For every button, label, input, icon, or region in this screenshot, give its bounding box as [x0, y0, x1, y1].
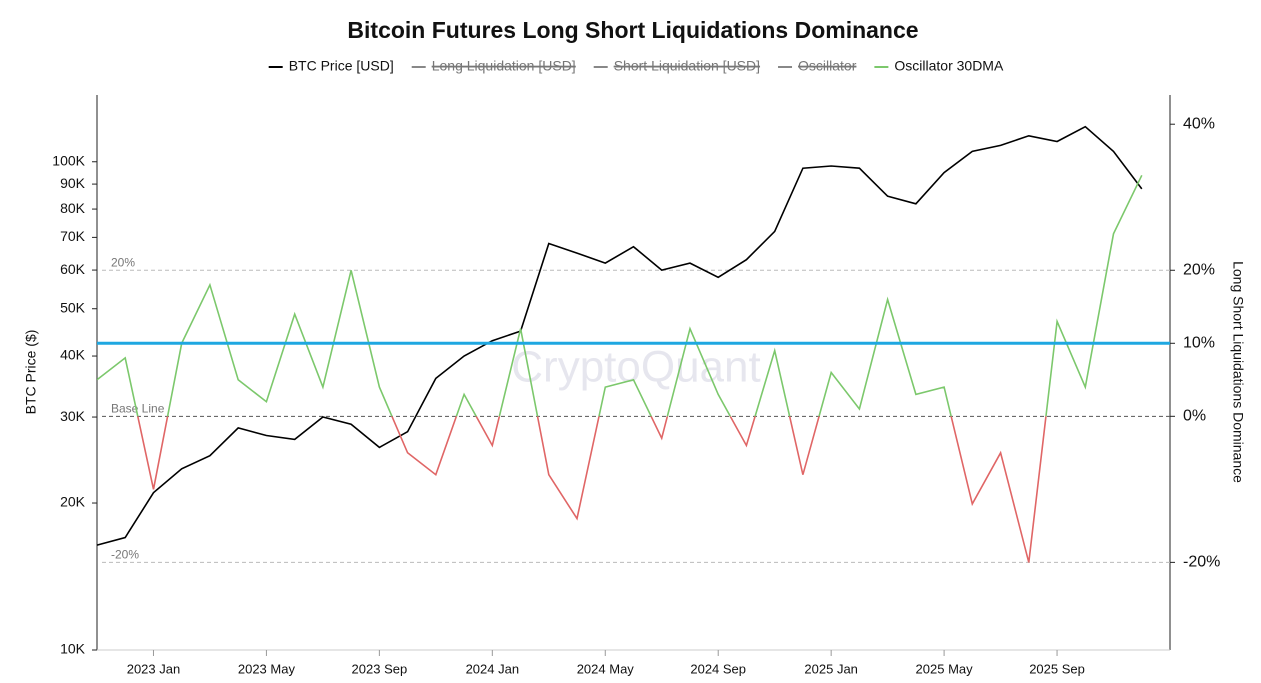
- y-tick-label: 30K: [60, 408, 86, 424]
- x-tick-label: 2024 Sep: [690, 661, 746, 676]
- legend-label: BTC Price [USD]: [289, 58, 394, 74]
- y2-axis-title: Long Short Liquidations Dominance: [1230, 261, 1246, 483]
- y2-tick-label: 20%: [1183, 261, 1215, 278]
- x-tick-label: 2025 May: [916, 661, 974, 676]
- y-tick-label: 80K: [60, 200, 86, 216]
- x-tick-label: 2025 Sep: [1029, 661, 1085, 676]
- legend-label: Oscillator: [798, 58, 857, 74]
- reference-label: Base Line: [111, 401, 165, 415]
- series-line-negative: [136, 416, 1047, 563]
- legend-label: Long Liquidation [USD]: [432, 58, 576, 74]
- x-tick-label: 2023 May: [238, 661, 296, 676]
- y-tick-label: 50K: [60, 299, 86, 315]
- series-line-positive: [97, 174, 1143, 417]
- y-tick-label: 60K: [60, 261, 86, 277]
- x-tick-label: 2023 Jan: [127, 661, 181, 676]
- x-tick-label: 2024 May: [577, 661, 635, 676]
- x-tick-label: 2025 Jan: [804, 661, 858, 676]
- y2-tick-label: 40%: [1183, 115, 1215, 132]
- y2-tick-label: 10%: [1183, 335, 1215, 352]
- legend-label: Short Liquidation [USD]: [614, 58, 760, 74]
- y-tick-label: 40K: [60, 347, 86, 363]
- legend: BTC Price [USD] Long Liquidation [USD] Sho…: [268, 58, 1004, 74]
- x-tick-label: 2023 Sep: [352, 661, 408, 676]
- reference-label: 20%: [111, 255, 135, 269]
- y-axis-title: BTC Price ($): [23, 330, 39, 415]
- chart-title: Bitcoin Futures Long Short Liquidations …: [347, 17, 918, 43]
- y-tick-label: 20K: [60, 494, 86, 510]
- series-line: [96, 125, 1143, 546]
- y2-tick-label: -20%: [1183, 554, 1220, 571]
- reference-label: -20%: [111, 548, 139, 562]
- x-tick-label: 2024 Jan: [466, 661, 520, 676]
- y-tick-label: 10K: [60, 641, 86, 657]
- y2-tick-label: 0%: [1183, 408, 1206, 425]
- legend-label: Oscillator 30DMA: [894, 58, 1004, 74]
- y-tick-label: 100K: [52, 152, 85, 168]
- y-tick-label: 70K: [60, 228, 86, 244]
- y-tick-label: 90K: [60, 175, 86, 191]
